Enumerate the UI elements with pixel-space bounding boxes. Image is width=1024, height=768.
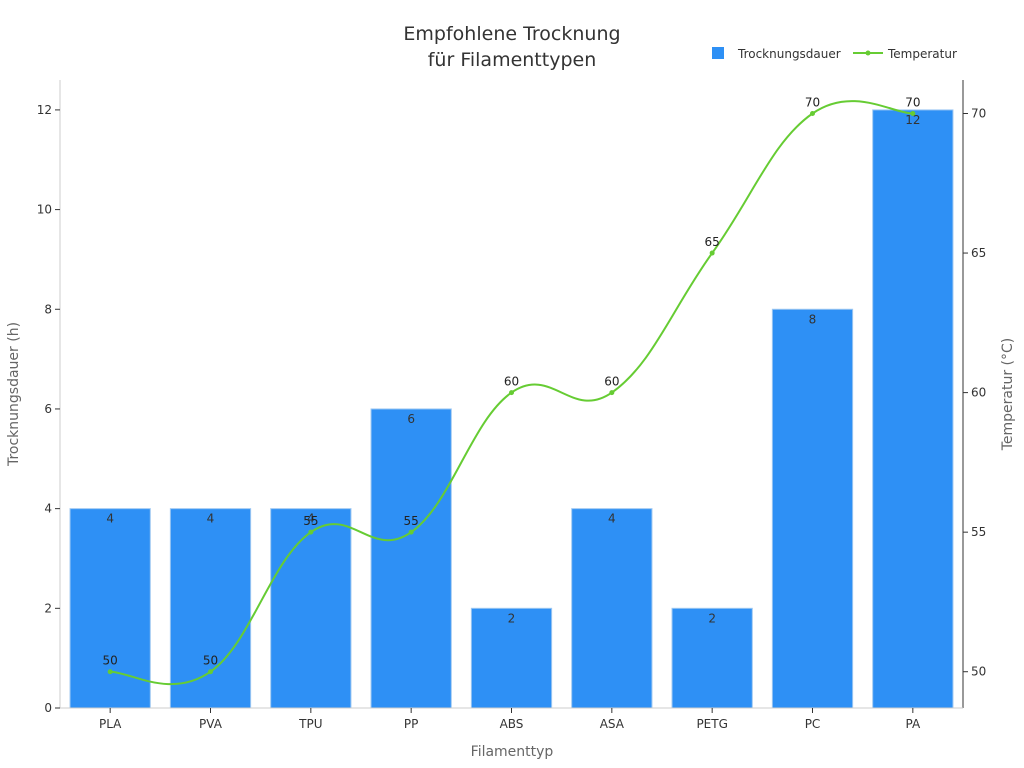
- y-axis-title: Trocknungsdauer (h): [6, 322, 22, 467]
- legend-line-label: Temperatur: [887, 47, 957, 61]
- temperature-point-pva: [208, 669, 213, 675]
- right-tick-label: 55: [971, 525, 986, 539]
- x-tick-label-pva: PVA: [199, 717, 223, 731]
- temperature-point-petg: [709, 250, 715, 256]
- x-tick-label-tpu: TPU: [298, 717, 322, 731]
- bar-value-label-petg: 2: [708, 611, 716, 625]
- bar-value-label-pp: 6: [407, 412, 415, 426]
- legend-line-marker: [865, 50, 871, 56]
- x-tick-label-pa: PA: [905, 717, 920, 731]
- x-axis-ticks: PLA PVA TPU PP ABS ASA PETG PC PA: [99, 708, 921, 731]
- x-tick-label-pp: PP: [404, 717, 418, 731]
- bar-series: [69, 109, 954, 709]
- right-tick-label: 65: [971, 246, 986, 260]
- temperature-value-labels: 50 50 55 55 60 60 65 70 70: [103, 95, 921, 667]
- bar-asa: [571, 508, 653, 709]
- left-tick-label: 10: [37, 203, 52, 217]
- bar-pp: [370, 408, 452, 709]
- temperature-point-abs: [509, 390, 514, 396]
- bar-value-label-pc: 8: [809, 312, 817, 326]
- x-tick-label-asa: ASA: [600, 717, 625, 731]
- legend-bar-swatch: [712, 47, 724, 59]
- bar-value-label-tpu: 4: [307, 512, 315, 526]
- temperature-points: [107, 110, 916, 675]
- x-axis-title: Filamenttyp: [471, 744, 554, 760]
- bar-value-label-pla: 4: [106, 512, 114, 526]
- temperature-value-label-asa: 60: [604, 375, 619, 389]
- temperature-point-tpu: [308, 529, 314, 535]
- chart-title-line-1: Empfohlene Trocknung: [403, 23, 620, 45]
- bar-value-labels: 4 4 4 6 2 4 2 8 12: [106, 113, 920, 625]
- x-tick-label-abs: ABS: [500, 717, 524, 731]
- bar-pa: [872, 109, 954, 709]
- x-tick-label-pla: PLA: [99, 717, 122, 731]
- temperature-value-label-pa: 70: [905, 95, 920, 109]
- left-tick-label: 12: [37, 103, 52, 117]
- chart-title: Empfohlene Trocknung für Filamenttypen: [403, 23, 620, 71]
- temperature-value-label-pp: 55: [404, 514, 419, 528]
- legend-bar-label: Trocknungsdauer: [737, 47, 841, 61]
- bar-tpu: [270, 508, 352, 709]
- right-tick-label: 70: [971, 106, 986, 120]
- y2-axis-title: Temperatur (°C): [1000, 338, 1016, 452]
- bar-value-label-pva: 4: [207, 512, 215, 526]
- bar-petg: [671, 607, 753, 709]
- temperature-point-pla: [107, 669, 113, 675]
- bar-abs: [470, 607, 553, 709]
- temperature-point-asa: [609, 390, 615, 396]
- bar-pva: [169, 508, 252, 709]
- chart-title-line-2: für Filamenttypen: [428, 49, 597, 71]
- bar-value-label-asa: 4: [608, 512, 616, 526]
- left-tick-label: 2: [44, 601, 52, 615]
- temperature-value-label-petg: 65: [705, 235, 720, 249]
- temperature-value-label-abs: 60: [504, 375, 519, 389]
- temperature-value-label-tpu: 55: [303, 514, 318, 528]
- left-tick-label: 4: [44, 502, 52, 516]
- bar-pc: [771, 308, 854, 709]
- bar-value-label-pa: 12: [905, 113, 920, 127]
- left-tick-label: 8: [44, 302, 52, 316]
- left-axis-ticks: 0 2 4 6 8 10 12: [37, 103, 60, 715]
- left-tick-label: 6: [44, 402, 52, 416]
- temperature-point-pp: [408, 529, 414, 535]
- x-tick-label-petg: PETG: [696, 717, 727, 731]
- right-axis-ticks: 50 55 60 65 70: [963, 106, 986, 679]
- temperature-value-label-pva: 50: [203, 654, 218, 668]
- bar-value-label-abs: 2: [508, 611, 516, 625]
- x-tick-label-pc: PC: [805, 717, 821, 731]
- temperature-value-label-pla: 50: [103, 654, 118, 668]
- legend: Trocknungsdauer Temperatur: [712, 47, 957, 61]
- right-tick-label: 60: [971, 386, 986, 400]
- temperature-point-pc: [810, 110, 815, 116]
- temperature-value-label-pc: 70: [805, 95, 820, 109]
- right-tick-label: 50: [971, 665, 986, 679]
- temperature-point-pa: [910, 110, 916, 116]
- left-tick-label: 0: [44, 701, 52, 715]
